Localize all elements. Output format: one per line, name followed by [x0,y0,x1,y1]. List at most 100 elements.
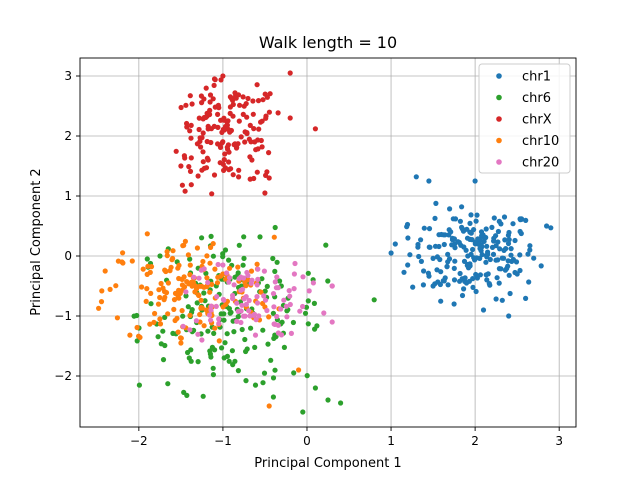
point-chr1 [480,232,486,238]
point-chrX [211,76,218,82]
point-chr1 [426,178,432,184]
point-chr10 [185,252,191,258]
point-chr20 [216,320,222,327]
point-chr10 [212,325,218,331]
point-chr1 [434,267,440,273]
point-chr20 [297,308,303,314]
point-chr1 [523,217,529,223]
legend-marker-chr6 [496,94,502,101]
point-chrX [182,188,188,194]
point-chr10 [164,249,170,255]
point-chr1 [437,281,443,288]
point-chr6 [235,270,241,276]
point-chr20 [244,269,250,276]
point-chr10 [248,268,255,274]
point-chr10 [176,262,182,268]
point-chr1 [459,224,465,230]
point-chr20 [284,314,290,320]
point-chr1 [437,256,443,263]
point-chr10 [266,403,272,409]
point-chrX [266,109,272,115]
point-chr10 [152,310,158,317]
point-chr20 [243,301,249,307]
point-chr20 [310,280,316,286]
point-chr1 [477,245,483,252]
point-chr10 [179,308,185,314]
point-chrX [267,91,273,97]
point-chr6 [260,327,266,333]
point-chr10 [157,316,163,322]
point-chrX [216,105,222,111]
point-chrX [187,93,193,99]
point-chr6 [272,367,278,373]
point-chr1 [483,259,489,265]
point-chr6 [180,313,186,319]
point-chr6 [304,373,310,379]
point-chr10 [271,234,277,240]
point-chrX [198,144,204,150]
point-chrX [254,82,260,88]
point-chr1 [485,251,491,257]
point-chr20 [254,282,260,288]
point-chr20 [208,303,214,309]
point-chr6 [162,314,168,320]
point-chr1 [451,301,457,307]
point-chr10 [171,297,178,303]
point-chr20 [275,330,281,336]
point-chr10 [99,288,105,294]
point-chr20 [264,307,270,314]
point-chr20 [291,271,297,277]
point-chr1 [548,225,554,231]
legend-marker-chr10 [496,137,502,144]
point-chr6 [262,288,268,294]
point-chr6 [260,380,266,386]
point-chr1 [416,253,422,260]
x-axis-label: Principal Component 1 [254,456,401,471]
point-chr6 [184,392,190,398]
x-tick-label: 1 [387,434,395,448]
point-chr1 [410,284,416,290]
point-chr1 [392,241,398,247]
point-chr6 [268,357,274,363]
point-chr1 [451,236,457,242]
point-chrX [195,173,201,179]
point-chr1 [502,237,508,243]
point-chr6 [274,259,280,265]
point-chrX [187,168,194,174]
point-chr6 [252,344,258,350]
point-chr1 [502,267,508,273]
point-chrX [196,115,202,121]
point-chr10 [151,319,157,325]
point-chr20 [261,293,267,299]
point-chr10 [144,286,150,292]
point-chr1 [405,235,411,241]
point-chr10 [162,294,168,300]
point-chr1 [505,240,512,247]
legend-label-chr6: chr6 [522,91,551,106]
point-chr6 [248,325,254,331]
point-chr1 [459,204,465,210]
point-chr1 [457,270,463,277]
point-chr6 [200,393,206,399]
point-chr10 [127,332,133,338]
point-chr10 [208,244,214,250]
point-chr20 [238,319,244,326]
point-chrX [220,139,226,145]
point-chrX [263,172,269,178]
point-chr20 [235,308,241,314]
point-chr1 [496,218,502,224]
point-chr20 [287,301,293,308]
point-chrX [250,111,256,117]
point-chr1 [474,212,480,218]
point-chrX [196,126,202,133]
point-chr6 [272,224,278,231]
point-chrX [217,160,223,166]
point-chr6 [134,338,140,344]
point-chr6 [160,328,166,334]
point-chr1 [490,251,497,257]
point-chr20 [239,302,245,308]
point-chr10 [171,306,177,312]
point-chr20 [214,294,220,300]
point-chr10 [102,268,108,274]
point-chr6 [241,255,247,261]
